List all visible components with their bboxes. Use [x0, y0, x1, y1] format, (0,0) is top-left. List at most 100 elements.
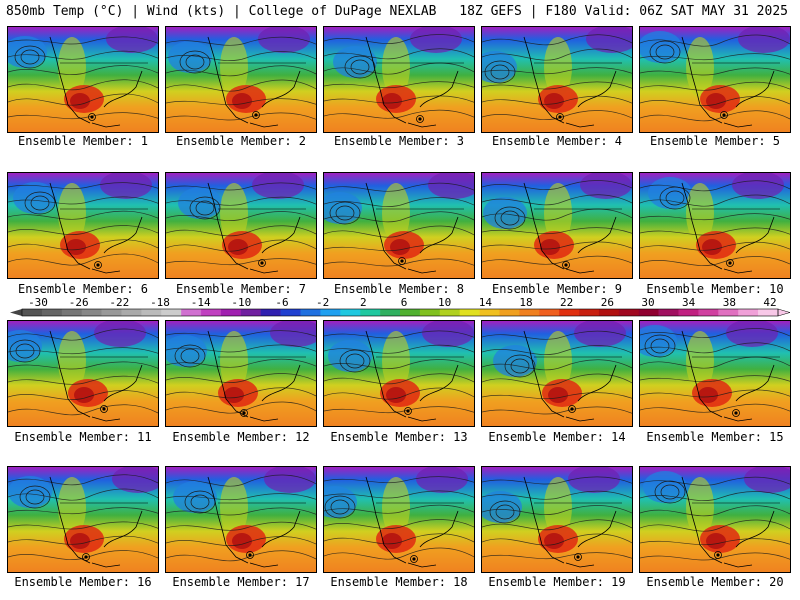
colorbar-tick-label: -10 — [231, 296, 251, 309]
colorbar-tick-label: -6 — [275, 296, 288, 309]
colorbar-tick-label: 18 — [519, 296, 532, 309]
colorbar-segment — [141, 309, 162, 316]
colorbar-segment — [678, 309, 699, 316]
temperature-map — [324, 321, 474, 426]
ensemble-member-label: Ensemble Member: 9 — [491, 282, 623, 296]
colorbar-segment — [419, 309, 441, 316]
ensemble-member-label: Ensemble Member: 10 — [646, 282, 784, 296]
temperature-map — [324, 27, 474, 132]
ensemble-member-label: Ensemble Member: 13 — [330, 430, 468, 444]
colorbar-segment — [638, 309, 659, 316]
colorbar-tick-label: 6 — [401, 296, 408, 309]
ensemble-member-label: Ensemble Member: 12 — [172, 430, 310, 444]
ensemble-member-label: Ensemble Member: 7 — [175, 282, 307, 296]
temperature-map — [482, 27, 632, 132]
ensemble-member-label: Ensemble Member: 15 — [646, 430, 784, 444]
colorbar-tick-label: 10 — [438, 296, 451, 309]
ensemble-member-label: Ensemble Member: 5 — [649, 134, 781, 148]
ensemble-member-label: Ensemble Member: 4 — [491, 134, 623, 148]
colorbar-segment — [439, 309, 460, 316]
colorbar-segment — [380, 309, 401, 316]
colorbar-left-arrow — [10, 309, 22, 316]
colorbar-segment — [598, 309, 620, 316]
colorbar-tick-label: 22 — [560, 296, 573, 309]
colorbar-segment — [300, 309, 321, 316]
colorbar-segment — [539, 309, 560, 316]
colorbar-segment — [698, 309, 719, 316]
colorbar-segment — [459, 309, 480, 316]
colorbar-segment — [240, 309, 262, 316]
colorbar-segment — [81, 309, 102, 316]
ensemble-panel-1 — [7, 26, 159, 133]
temperature-map — [482, 173, 632, 278]
ensemble-panel-19 — [481, 466, 633, 573]
ensemble-member-label: Ensemble Member: 8 — [333, 282, 465, 296]
colorbar-segment — [479, 309, 500, 316]
ensemble-panel-20 — [639, 466, 791, 573]
ensemble-panel-16 — [7, 466, 159, 573]
colorbar-segment — [101, 309, 122, 316]
ensemble-member-label: Ensemble Member: 20 — [646, 575, 784, 589]
colorbar-right-arrow — [777, 308, 791, 317]
ensemble-panel-10 — [639, 172, 791, 279]
ensemble-panel-6 — [7, 172, 159, 279]
colorbar-segment — [499, 309, 520, 316]
ensemble-member-label: Ensemble Member: 16 — [14, 575, 152, 589]
colorbar-tick-label: -14 — [191, 296, 211, 309]
colorbar-segment — [181, 309, 202, 316]
ensemble-panel-18 — [323, 466, 475, 573]
temperature-map — [482, 467, 632, 572]
ensemble-panel-8 — [323, 172, 475, 279]
ensemble-panel-3 — [323, 26, 475, 133]
temperature-map — [8, 467, 158, 572]
map-title: 850mb Temp (°C) | Wind (kts) | College o… — [6, 4, 437, 19]
colorbar-segment — [201, 309, 222, 316]
colorbar-segment — [61, 309, 82, 316]
colorbar-segment — [161, 309, 182, 316]
colorbar-segment — [320, 309, 341, 316]
temperature-map — [8, 173, 158, 278]
colorbar-segment — [121, 309, 142, 316]
temperature-map — [324, 467, 474, 572]
ensemble-panel-7 — [165, 172, 317, 279]
colorbar-tick-label: 14 — [479, 296, 493, 309]
colorbar-segment — [22, 309, 43, 316]
colorbar-segment — [579, 309, 600, 316]
colorbar-segment — [360, 309, 381, 316]
ensemble-panel-14 — [481, 320, 633, 427]
colorbar-tick-label: -30 — [28, 296, 48, 309]
colorbar-tick-label: -26 — [69, 296, 89, 309]
temperature-map — [166, 321, 316, 426]
ensemble-panel-15 — [639, 320, 791, 427]
colorbar-tick-label: 34 — [682, 296, 696, 309]
ensemble-panel-4 — [481, 26, 633, 133]
colorbar-tick-label: -22 — [109, 296, 129, 309]
colorbar-tick-label: 42 — [763, 296, 776, 309]
ensemble-member-label: Ensemble Member: 14 — [488, 430, 626, 444]
ensemble-member-label: Ensemble Member: 17 — [172, 575, 310, 589]
colorbar-segment — [260, 309, 281, 316]
colorbar-tick-label: -2 — [316, 296, 329, 309]
ensemble-panel-2 — [165, 26, 317, 133]
colorbar-segment — [280, 309, 301, 316]
colorbar-segment — [738, 309, 759, 316]
colorbar-segment — [41, 309, 63, 316]
temperature-map — [640, 173, 790, 278]
temperature-map — [640, 27, 790, 132]
colorbar-segment — [220, 309, 242, 316]
ensemble-member-label: Ensemble Member: 11 — [14, 430, 152, 444]
colorbar-segment — [340, 309, 361, 316]
ensemble-panel-13 — [323, 320, 475, 427]
temperature-map — [324, 173, 474, 278]
colorbar-segment — [658, 309, 679, 316]
ensemble-panel-11 — [7, 320, 159, 427]
ensemble-member-label: Ensemble Member: 6 — [17, 282, 149, 296]
ensemble-member-label: Ensemble Member: 1 — [17, 134, 149, 148]
ensemble-member-label: Ensemble Member: 3 — [333, 134, 465, 148]
ensemble-panel-5 — [639, 26, 791, 133]
temperature-map — [640, 467, 790, 572]
colorbar-tick-label: -18 — [150, 296, 170, 309]
ensemble-member-label: Ensemble Member: 2 — [175, 134, 307, 148]
ensemble-member-label: Ensemble Member: 19 — [488, 575, 626, 589]
colorbar-segment — [718, 309, 739, 316]
